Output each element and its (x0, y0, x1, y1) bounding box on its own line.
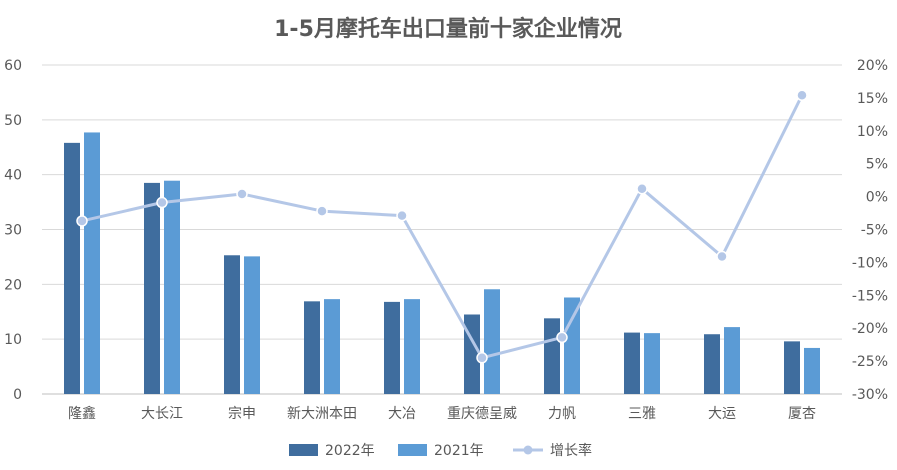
x-tick-label: 重庆德呈威 (447, 406, 517, 422)
y-left-tick-label: 20 (4, 277, 22, 293)
bar-2022年 (224, 255, 240, 394)
y-left-tick-label: 0 (13, 387, 22, 403)
y-right-tick-label: 5% (866, 157, 888, 173)
bar-2021年 (404, 299, 420, 394)
legend-swatch (289, 444, 318, 456)
y-right-tick-label: -5% (861, 223, 888, 239)
x-tick-label: 新大洲本田 (287, 406, 357, 422)
line-point (76, 215, 88, 227)
y-right-tick-label: -30% (852, 387, 888, 403)
y-left-tick-label: 50 (4, 113, 22, 129)
line-point (316, 205, 328, 217)
y-left-tick-label: 60 (4, 58, 22, 74)
bar-2022年 (544, 318, 560, 394)
y-right-tick-label: -25% (852, 354, 888, 370)
y-right-tick-label: 0% (866, 190, 888, 206)
bar-2021年 (164, 180, 180, 394)
y-right-tick-label: -15% (852, 288, 888, 304)
x-tick-label: 大长江 (141, 406, 183, 422)
bar-2022年 (784, 341, 800, 394)
x-tick-label: 三雅 (628, 406, 656, 422)
x-tick-label: 力帆 (548, 406, 576, 422)
axis-layer: 0 10 20 30 40 50 60 -30% -25% -20% -15% -10% -5% 0% 5%… (4, 58, 888, 422)
x-tick-label: 大冶 (388, 406, 416, 422)
bar-2022年 (704, 334, 720, 394)
x-tick-label: 大运 (708, 406, 736, 422)
y-right-tick-label: 15% (857, 91, 888, 107)
line-point (636, 182, 648, 195)
bar-2021年 (804, 347, 820, 394)
bars-layer (64, 132, 820, 394)
bar-2021年 (484, 289, 500, 394)
line-point (796, 89, 808, 102)
bar-2021年 (244, 256, 260, 394)
legend-layer: 2022年 2021年 增长率 (289, 442, 592, 459)
bar-2021年 (644, 333, 660, 394)
bar-2022年 (304, 301, 320, 394)
x-tick-label: 宗申 (228, 406, 256, 422)
legend-swatch (398, 444, 427, 456)
y-right-tick-label: 20% (857, 58, 888, 74)
legend-label: 增长率 (550, 442, 592, 459)
bar-2022年 (64, 142, 80, 394)
line-series-增长率 (81, 94, 804, 360)
bar-2022年 (384, 301, 400, 394)
x-tick-label: 隆鑫 (68, 405, 96, 422)
y-left-tick-label: 10 (4, 332, 22, 348)
bar-2021年 (324, 299, 340, 394)
line-layer (76, 89, 808, 364)
y-right-tick-label: -10% (852, 255, 888, 271)
y-right-tick-label: -20% (852, 321, 888, 337)
line-point (716, 250, 728, 263)
bar-2022年 (624, 332, 640, 394)
legend-label: 2021年 (434, 443, 484, 459)
grid-layer (42, 64, 842, 395)
x-tick-label: 厦杏 (788, 406, 816, 422)
line-point (156, 196, 168, 209)
line-point (396, 209, 408, 222)
line-point (476, 352, 488, 364)
legend-label: 2022年 (325, 443, 375, 459)
line-point (236, 188, 248, 200)
legend-marker (523, 445, 533, 455)
bar-2021年 (564, 297, 580, 394)
y-left-tick-label: 30 (4, 223, 22, 239)
bar-2021年 (84, 132, 100, 394)
line-point (556, 331, 568, 344)
y-left-tick-label: 40 (4, 168, 22, 184)
y-right-tick-label: 10% (857, 124, 888, 140)
bar-2022年 (144, 182, 160, 394)
bar-2021年 (724, 327, 740, 394)
chart-title: 1-5月摩托车出口量前十家企业情况 (274, 16, 622, 42)
